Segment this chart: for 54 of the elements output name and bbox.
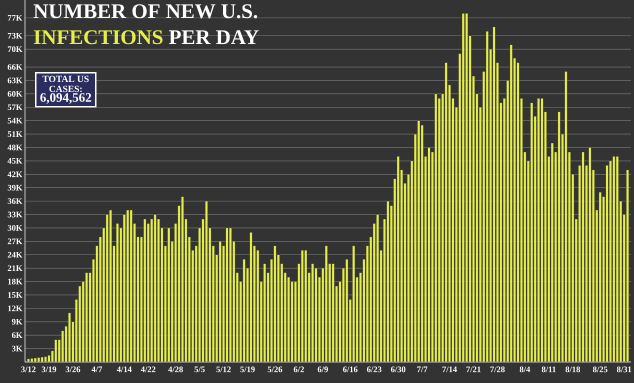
annotation: TOTAL US CASES: (42, 76, 89, 92)
x-tick-label: 8/11 (542, 366, 556, 372)
chart-title: NUMBER OF NEW U.S. (34, 4, 258, 18)
y-tick-label: 77K (8, 15, 22, 21)
annotation: 6,094,562 (40, 93, 92, 104)
y-tick-label: 27K (8, 238, 22, 244)
x-tick-label: 7/7 (417, 366, 428, 372)
y-tick-label: 60K (8, 91, 22, 97)
y-tick-label: 70K (8, 46, 22, 52)
y-tick-label: 45K (8, 158, 22, 164)
x-tick-label: 8/18 (566, 366, 580, 372)
y-tick-label: 54K (8, 118, 22, 124)
x-tick-label: 5/19 (240, 366, 255, 372)
y-tick-label: 15K (8, 292, 22, 298)
x-tick-label: 5/5 (194, 366, 205, 372)
x-tick-label: 7/21 (466, 366, 481, 372)
y-tick-label: 18K (8, 278, 22, 284)
y-tick-label: 24K (8, 252, 22, 258)
y-tick-label: 73K (8, 32, 22, 39)
y-tick-label: 6K (12, 332, 22, 338)
y-tick-label: 9K (12, 318, 22, 325)
y-tick-label: 36K (8, 198, 22, 204)
y-tick-label: 30K (8, 225, 22, 231)
y-tick-label: 66K (8, 64, 22, 70)
x-tick-label: 5/12 (216, 366, 231, 372)
x-tick-label: 5/26 (268, 366, 282, 372)
text: INFECTIONS PER DAY (34, 30, 259, 44)
x-tick-label: 6/9 (318, 366, 328, 372)
x-tick-label: 7/28 (490, 366, 505, 372)
x-tick-label: 6/30 (390, 366, 406, 372)
x-tick-label: 8/25 (592, 366, 608, 372)
y-tick-label: 39K (8, 184, 22, 191)
y-tick-label: 63K (8, 78, 22, 84)
x-tick-label: 3/26 (66, 366, 80, 372)
x-tick-label: 4/22 (140, 366, 156, 372)
x-tick-label: 6/2 (294, 366, 304, 372)
x-tick-label: 6/16 (343, 366, 358, 372)
x-tick-label: 3/19 (42, 366, 56, 372)
y-tick-label: 48K (8, 144, 22, 150)
x-tick-label: 3/12 (21, 366, 36, 372)
x-tick-label: 4/28 (168, 366, 183, 372)
x-tick-label: 7/14 (442, 366, 457, 372)
x-tick-label: 8/31 (616, 366, 632, 372)
x-tick-label: 6/23 (366, 366, 382, 372)
y-tick-label: 57K (8, 104, 22, 110)
y-tick-label: 12K (8, 306, 22, 312)
x-tick-label: 4/7 (92, 366, 102, 372)
y-tick-label: 42K (8, 171, 22, 178)
x-tick-label: 4/14 (116, 366, 132, 372)
y-tick-label: 33K (8, 212, 22, 218)
y-tick-label: 21K (8, 265, 22, 271)
y-tick-label: 3K (12, 346, 22, 352)
x-tick-label: 8/4 (520, 366, 530, 372)
y-tick-label: 51K (8, 131, 22, 137)
